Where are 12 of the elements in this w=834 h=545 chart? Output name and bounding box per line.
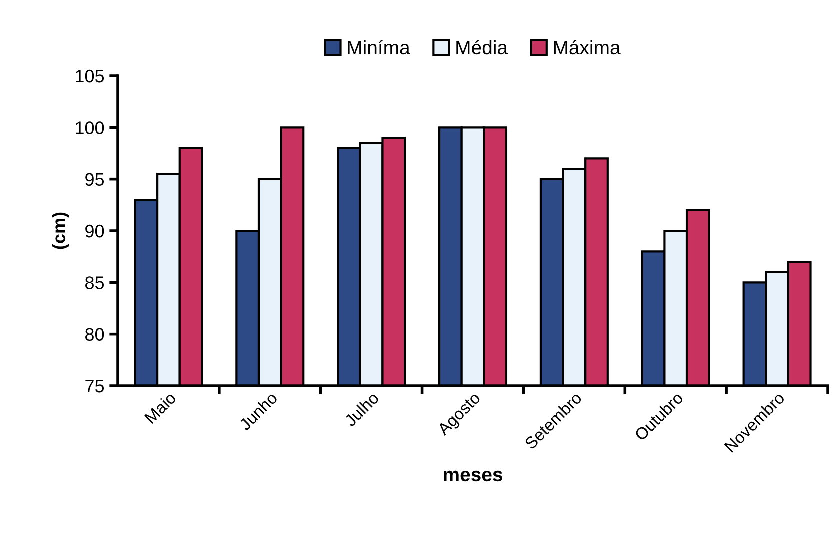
legend-label: Média bbox=[456, 40, 508, 55]
y-tick-label: 75 bbox=[86, 380, 104, 393]
y-axis-title: (cm) bbox=[52, 212, 70, 250]
x-axis-title: meses bbox=[444, 470, 502, 482]
legend-label: Miníma bbox=[348, 40, 410, 55]
y-tick-label: 80 bbox=[86, 328, 104, 342]
y-tick-label: 90 bbox=[86, 224, 104, 238]
legend-label: Máxima bbox=[554, 40, 621, 55]
y-tick-label: 100 bbox=[76, 122, 104, 134]
y-tick-label: 105 bbox=[76, 70, 104, 83]
y-tick-label: 95 bbox=[86, 173, 104, 186]
y-tick-label: 85 bbox=[86, 276, 104, 290]
